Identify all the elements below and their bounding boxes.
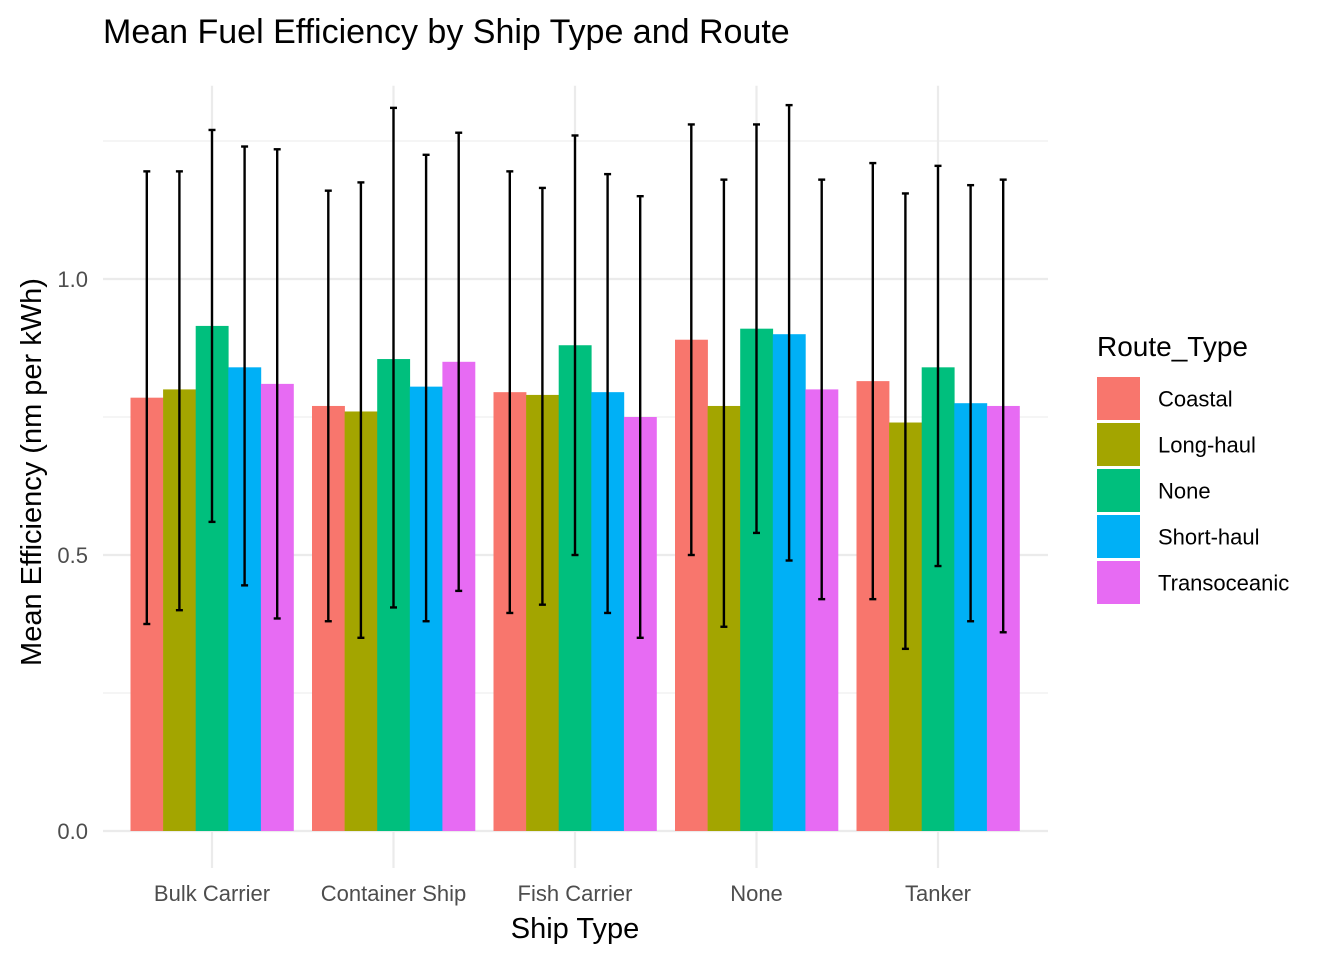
legend-title: Route_Type [1097,331,1248,362]
legend-key [1097,515,1140,558]
chart-title: Mean Fuel Efficiency by Ship Type and Ro… [103,13,790,51]
error-bar-layer [143,103,1007,651]
y-tick-label: 0.0 [57,819,88,844]
legend-label: Long-haul [1158,433,1256,458]
legend-key [1097,377,1140,420]
legend: Route_Type Coastal Long-haul None Short-hau… [1097,331,1289,604]
x-tick-label: Bulk Carrier [154,881,270,906]
legend-label: Short-haul [1158,525,1260,550]
y-tick-label: 0.5 [57,543,88,568]
y-tick-label: 1.0 [57,267,88,292]
legend-key [1097,561,1140,604]
x-tick-label: Tanker [905,881,971,906]
x-tick-label: Fish Carrier [518,881,633,906]
legend-key [1097,469,1140,512]
legend-label: None [1158,479,1211,504]
x-tick-label: Container Ship [321,881,467,906]
legend-label: Coastal [1158,387,1233,412]
legend-key [1097,423,1140,466]
x-tick-label: None [730,881,783,906]
axis-layer: 0.0 0.5 1.0 Bulk Carrier Container Ship Fish … [57,267,971,906]
x-axis-title: Ship Type [511,913,639,945]
y-axis-title: Mean Efficiency (nm per kWh) [16,278,48,666]
legend-label: Transoceanic [1158,571,1289,596]
